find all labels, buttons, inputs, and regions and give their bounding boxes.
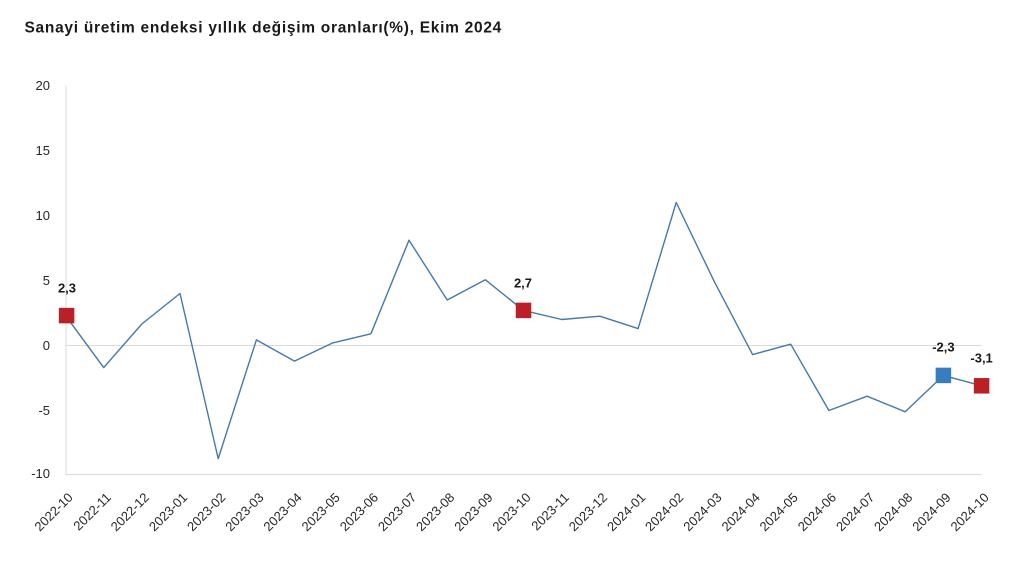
svg-text:-2,3: -2,3 <box>932 340 954 355</box>
svg-text:20: 20 <box>36 78 50 93</box>
svg-text:5: 5 <box>43 273 50 288</box>
svg-text:-5: -5 <box>38 403 50 418</box>
svg-text:15: 15 <box>36 143 50 158</box>
svg-text:10: 10 <box>36 208 50 223</box>
svg-text:0: 0 <box>43 338 50 353</box>
svg-text:Sanayi üretim endeksi yıllık d: Sanayi üretim endeksi yıllık değişim ora… <box>25 20 503 37</box>
svg-text:2,7: 2,7 <box>514 275 532 290</box>
svg-text:-10: -10 <box>31 466 50 481</box>
svg-text:2,3: 2,3 <box>58 280 76 295</box>
svg-text:-3,1: -3,1 <box>970 351 992 366</box>
